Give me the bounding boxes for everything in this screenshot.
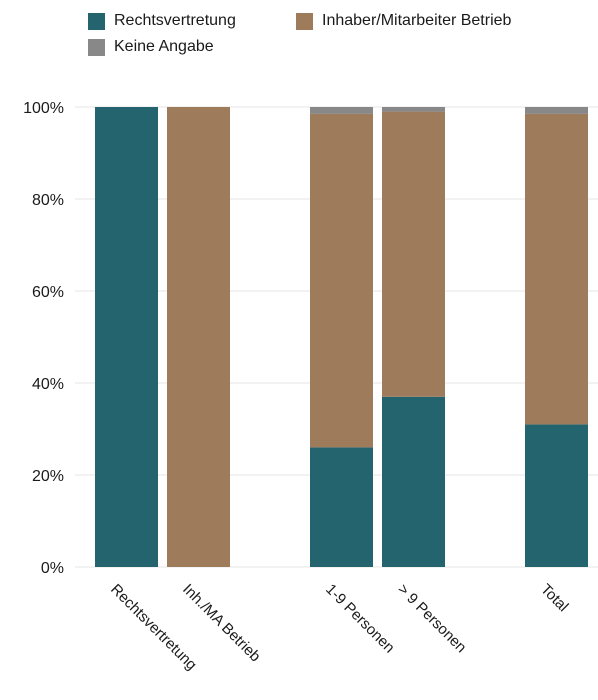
- bar-segment: [382, 396, 445, 567]
- bar-segment: [310, 113, 373, 448]
- legend-swatch-inhaber: [296, 12, 313, 30]
- y-axis-ticks: 0% 20% 40% 60% 80% 100%: [23, 100, 64, 577]
- y-tick-label: 20%: [32, 468, 64, 485]
- y-tick-label: 80%: [32, 192, 64, 209]
- bar-segment: [525, 424, 588, 567]
- legend-label-inhaber: Inhaber/Mitarbeiter Betrieb: [322, 12, 512, 29]
- legend-swatch-rechtsvertretung: [88, 12, 105, 30]
- legend-label-keine-angabe: Keine Angabe: [114, 38, 214, 55]
- bar-segment: [525, 107, 588, 114]
- y-tick-label: 100%: [23, 100, 64, 117]
- bars: [95, 107, 588, 567]
- x-tick-label: > 9 Personen: [394, 581, 469, 656]
- legend-item-keine-angabe: Keine Angabe: [88, 38, 214, 56]
- legend-swatch-keine-angabe: [88, 38, 105, 56]
- legend-label-rechtsvertretung: Rechtsvertretung: [114, 12, 236, 29]
- y-tick-label: 0%: [41, 560, 64, 577]
- x-tick-label: 1-9 Personen: [322, 581, 398, 657]
- y-tick-label: 60%: [32, 284, 64, 301]
- bar-segment: [310, 107, 373, 114]
- bar-segment: [310, 447, 373, 567]
- legend-item-rechtsvertretung: Rechtsvertretung: [88, 12, 236, 30]
- bar-segment: [167, 107, 230, 567]
- y-tick-label: 40%: [32, 376, 64, 393]
- bar-segment: [382, 111, 445, 397]
- x-tick-label: Total: [537, 581, 571, 615]
- bar-segment: [382, 107, 445, 112]
- bar-segment: [525, 113, 588, 425]
- legend-item-inhaber: Inhaber/Mitarbeiter Betrieb: [296, 12, 511, 30]
- bar-segment: [95, 107, 158, 567]
